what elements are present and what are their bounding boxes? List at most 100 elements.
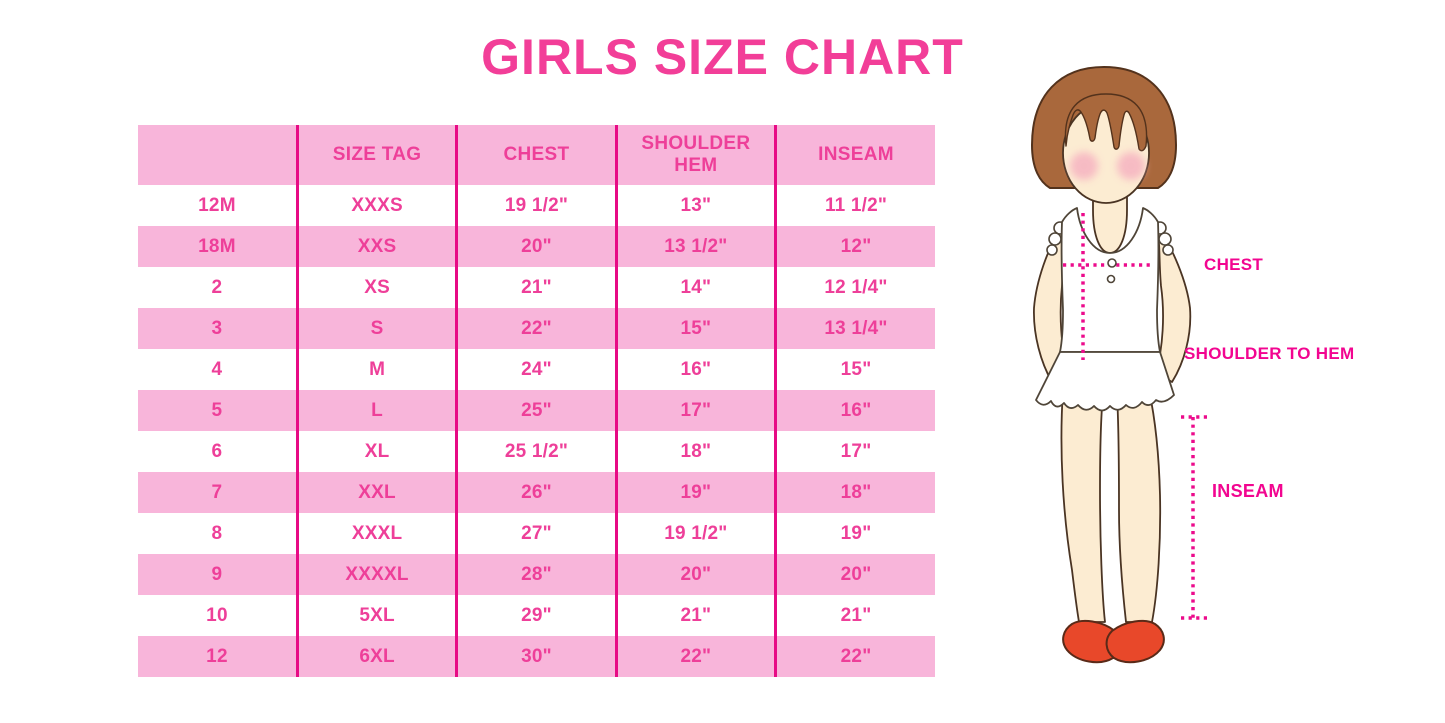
- girl-blush-left: [1070, 152, 1098, 180]
- measurement-cell: 11 1/2": [824, 194, 888, 216]
- chest-label: CHEST: [1204, 255, 1264, 274]
- table-row: 12M XXXS 19 1/2" 13" 11 1/2": [138, 185, 935, 226]
- size-cell: 2: [138, 267, 299, 308]
- measurement-cell: S: [297, 308, 459, 349]
- table-row: 5 L 25" 17" 16": [138, 390, 935, 431]
- measurement-cell: 16": [616, 349, 778, 390]
- shoulder-ruffle: [1158, 232, 1172, 246]
- measurement-cell: XXXXL: [297, 554, 459, 595]
- header-cell: SIZE TAG: [297, 125, 459, 185]
- size-cell: 3: [138, 308, 299, 349]
- size-cell: 12: [138, 636, 299, 677]
- inseam-label: INSEAM: [1212, 481, 1284, 501]
- table-row: 8 XXXL 27" 19 1/2" 19": [138, 513, 935, 554]
- size-cell: 5: [138, 390, 299, 431]
- table-body: 12M XXXS 19 1/2" 13" 11 1/2" 18M XXS 20" 13 1/2"…: [138, 185, 935, 677]
- girl-blush-right: [1117, 152, 1145, 180]
- shoulder-to-hem-label: SHOULDER TO HEM: [1184, 344, 1355, 363]
- measurement-cell: 21": [616, 595, 778, 636]
- measurement-cell: 17": [616, 390, 778, 431]
- size-cell: 10: [138, 595, 299, 636]
- measurement-cell: 13 1/4": [824, 317, 888, 339]
- size-cell: 6: [138, 431, 299, 472]
- header-cell: CHEST: [456, 125, 618, 185]
- girl-right-shoe: [1105, 619, 1165, 664]
- shirt-button: [1107, 258, 1117, 268]
- measurement-cell: 19 1/2": [456, 185, 618, 226]
- page-title: GIRLS SIZE CHART: [481, 29, 964, 85]
- measurement-cell: 5XL: [297, 595, 459, 636]
- size-cell: 12M: [138, 185, 299, 226]
- measurement-cell: 13 1/2": [616, 226, 778, 267]
- measurement-cell: 28": [456, 554, 618, 595]
- measurement-cell: XXXL: [297, 513, 459, 554]
- girl-right-leg: [1116, 389, 1162, 623]
- table-row: 3 S 22" 15" 13 1/4": [138, 308, 935, 349]
- measurement-cell: 13": [616, 185, 778, 226]
- measurement-cell: 6XL: [297, 636, 459, 677]
- header-cell-empty: [138, 125, 299, 185]
- header-cell: SHOULDER HEM: [616, 125, 778, 185]
- shoulder-ruffle: [1046, 244, 1058, 256]
- measurement-cell: 21": [840, 604, 872, 626]
- measurement-cell: L: [297, 390, 459, 431]
- measurement-cell: 30": [456, 636, 618, 677]
- measurement-cell: 15": [840, 358, 872, 380]
- girl-left-leg: [1060, 389, 1106, 623]
- measurement-cell: 12 1/4": [824, 276, 888, 298]
- measurement-cell: 29": [456, 595, 618, 636]
- measurement-cell: XS: [297, 267, 459, 308]
- measurement-cell: 14": [616, 267, 778, 308]
- measurement-cell: 16": [840, 399, 872, 421]
- size-cell: 8: [138, 513, 299, 554]
- measurement-cell: 27": [456, 513, 618, 554]
- table-row: 18M XXS 20" 13 1/2" 12": [138, 226, 935, 267]
- measurement-cell: 21": [456, 267, 618, 308]
- girl-skirt: [1035, 351, 1175, 412]
- table-row: 2 XS 21" 14" 12 1/4": [138, 267, 935, 308]
- size-chart-table: SIZE TAG CHEST SHOULDER HEM INSEAM 12M XXXS 1…: [138, 125, 935, 677]
- measurement-cell: 18": [840, 481, 872, 503]
- measurement-cell: 22": [456, 308, 618, 349]
- measurement-cell: 19": [616, 472, 778, 513]
- measurement-cell: XL: [297, 431, 459, 472]
- header-row: SIZE TAG CHEST SHOULDER HEM INSEAM: [138, 125, 935, 185]
- measurement-cell: 20": [616, 554, 778, 595]
- measurement-cell: 19 1/2": [616, 513, 778, 554]
- measurement-cell: 22": [840, 645, 872, 667]
- measurement-cell: 17": [840, 440, 872, 462]
- size-cell: 9: [138, 554, 299, 595]
- measurement-cell: XXL: [297, 472, 459, 513]
- table-header: SIZE TAG CHEST SHOULDER HEM INSEAM: [138, 125, 935, 185]
- measurement-cell: 22": [616, 636, 778, 677]
- table-row: 6 XL 25 1/2" 18" 17": [138, 431, 935, 472]
- table-row: 12 6XL 30" 22" 22": [138, 636, 935, 677]
- shoulder-ruffle: [1048, 232, 1062, 246]
- measurement-cell: 20": [456, 226, 618, 267]
- measurement-cell: 24": [456, 349, 618, 390]
- header-cell: INSEAM: [775, 125, 935, 185]
- table-row: 9 XXXXL 28" 20" 20": [138, 554, 935, 595]
- measurement-cell: 12": [840, 235, 872, 257]
- measurement-cell: 25 1/2": [456, 431, 618, 472]
- measurement-cell: 25": [456, 390, 618, 431]
- measurement-cell: 20": [840, 563, 872, 585]
- table-row: 4 M 24" 16" 15": [138, 349, 935, 390]
- size-cell: 7: [138, 472, 299, 513]
- size-cell: 18M: [138, 226, 299, 267]
- measurement-cell: XXS: [297, 226, 459, 267]
- measurement-cell: XXXS: [297, 185, 459, 226]
- measurement-cell: 26": [456, 472, 618, 513]
- girl-bangs: [1064, 93, 1148, 152]
- shirt-button: [1106, 274, 1116, 284]
- measurement-cell: M: [297, 349, 459, 390]
- measurement-cell: 18": [616, 431, 778, 472]
- measurement-cell: 15": [616, 308, 778, 349]
- size-cell: 4: [138, 349, 299, 390]
- girl-illustration: [1031, 66, 1207, 664]
- table-row: 7 XXL 26" 19" 18": [138, 472, 935, 513]
- shoulder-ruffle: [1162, 244, 1174, 256]
- measurement-cell: 19": [840, 522, 872, 544]
- table-row: 10 5XL 29" 21" 21": [138, 595, 935, 636]
